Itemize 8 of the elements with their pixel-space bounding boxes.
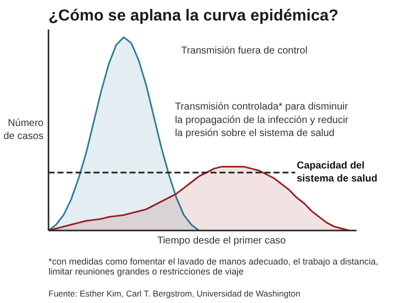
annotation: Transmisión fuera de control <box>181 45 308 56</box>
y-axis-title: Número de casos <box>3 118 44 142</box>
ref-line-label: Capacidad del sistema de salud <box>296 160 378 185</box>
source-note: Fuente: Esther Kim, Carl T. Bergstrom, Universidad de Washington <box>48 288 301 298</box>
text: *con medidas como fomentar el lavado de manos adecuado, el trabajo a distancia, limitar reuniones grandes o restricciones de viaje <box>48 256 378 276</box>
x-axis-title: Tiempo desde el primer caso <box>157 236 286 246</box>
annotation: Transmisión controlada* para disminuir la propagación de la infección y reducir la presión sobre el sistema de salud <box>174 102 350 140</box>
chart-title: ¿Cómo se aplana la curva epidémica? <box>48 8 338 24</box>
